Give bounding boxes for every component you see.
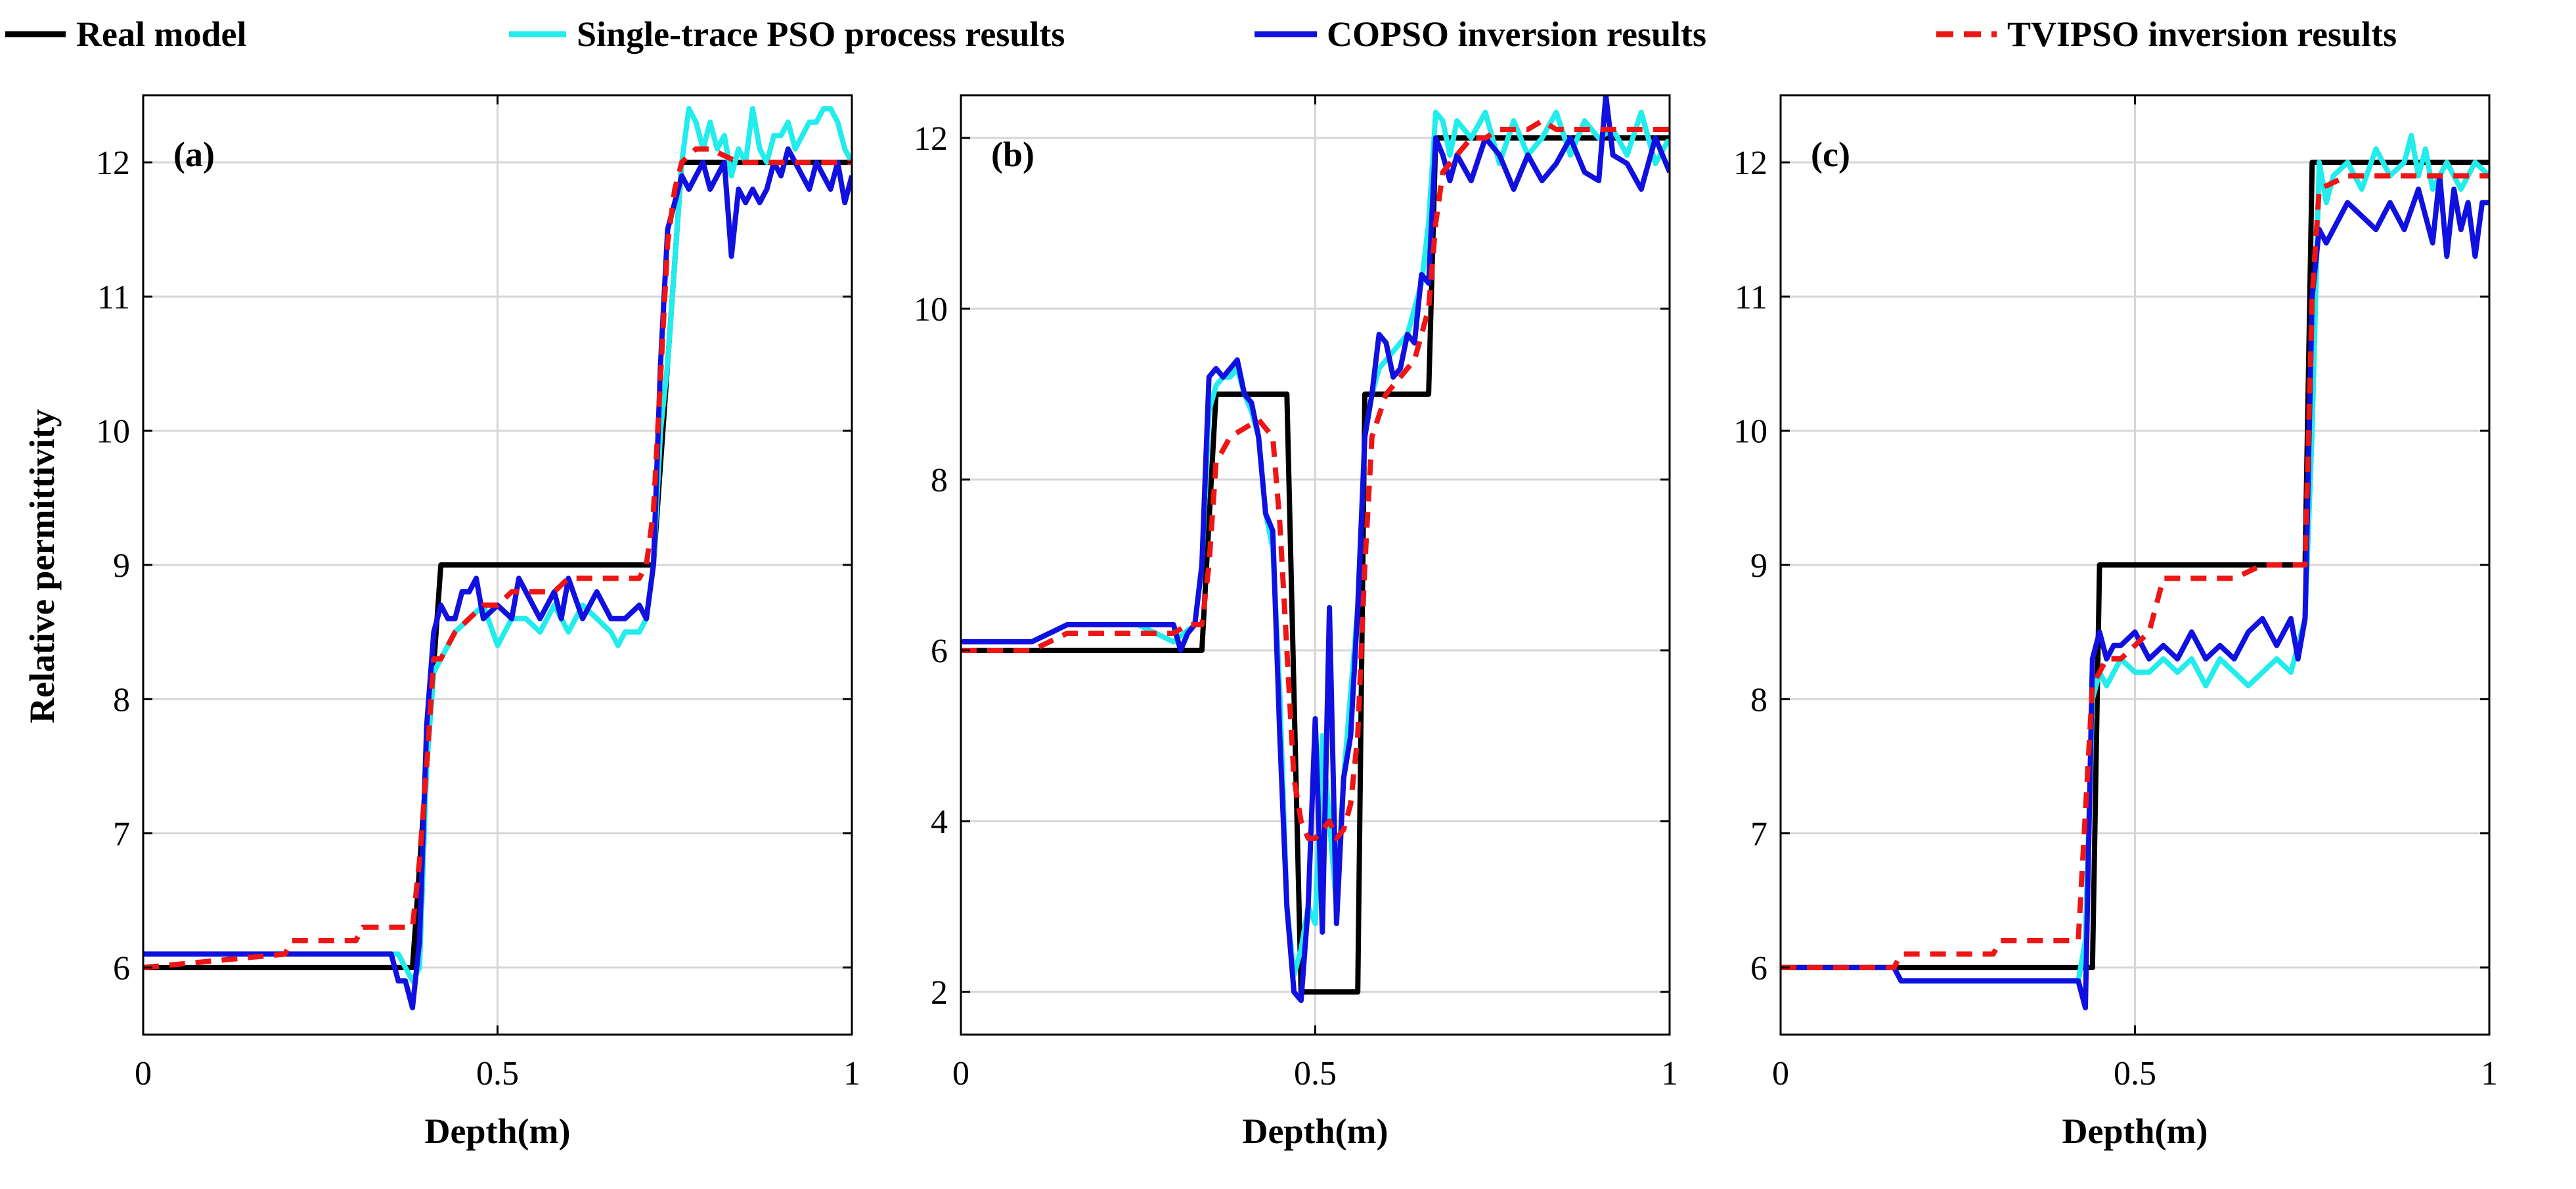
- y-tick-label: 6: [931, 633, 948, 670]
- legend-label: COPSO inversion results: [1327, 14, 1706, 54]
- legend-label: Single-trace PSO process results: [577, 14, 1065, 54]
- legend-entry: COPSO inversion results: [1255, 14, 1706, 54]
- panel-a: 6 7 8 9 10 11 12 0 0.5 1 Depth(m) (a): [96, 94, 860, 1151]
- legend-entry: Real model: [5, 14, 246, 54]
- series-line-copso-inversion-results: [1781, 173, 2489, 1011]
- y-tick-label: 2: [931, 974, 948, 1012]
- series-line-tvipso-inversion-results: [1781, 173, 2489, 970]
- series-line-tvipso-inversion-results: [143, 146, 852, 970]
- y-tick-label: 10: [1733, 413, 1767, 451]
- legend-entry: TVIPSO inversion results: [1936, 14, 2397, 54]
- y-tick-label: 4: [931, 803, 948, 841]
- y-tick-label: 10: [96, 413, 130, 451]
- y-tick-label: 12: [96, 145, 130, 182]
- x-tick-label: 0.5: [2114, 1055, 2156, 1092]
- x-tick-label: 0: [1772, 1055, 1789, 1092]
- y-tick-label: 8: [1750, 681, 1767, 719]
- y-tick-label: 10: [914, 291, 948, 328]
- x-tick-label: 1: [2481, 1055, 2498, 1092]
- series-group: [1781, 133, 2489, 1011]
- panel-label: (b): [991, 135, 1034, 174]
- x-tick-label: 0.5: [1294, 1055, 1337, 1092]
- y-tick-label: 12: [1733, 145, 1767, 182]
- legend-label: Real model: [76, 14, 246, 54]
- y-tick-label: 7: [113, 816, 130, 853]
- series-line-real-model: [1781, 160, 2489, 970]
- panel-label: (c): [1811, 135, 1850, 174]
- x-axis-label: Depth(m): [425, 1111, 571, 1151]
- series-line-copso-inversion-results: [961, 95, 1670, 1003]
- x-tick-label: 1: [1661, 1055, 1678, 1092]
- panel-b: 2 4 6 8 10 12 0 0.5 1 Depth(m) (b): [914, 94, 1678, 1151]
- series-line-tvipso-inversion-results: [961, 118, 1670, 841]
- series-line-real-model: [143, 160, 852, 970]
- x-tick-label: 0.5: [476, 1055, 519, 1092]
- x-axis-label: Depth(m): [2062, 1111, 2208, 1151]
- y-tick-label: 6: [1750, 950, 1767, 987]
- x-tick-label: 0: [135, 1055, 152, 1092]
- y-tick-label: 6: [113, 950, 130, 987]
- y-tick-label: 8: [113, 681, 130, 719]
- y-tick-label: 11: [97, 279, 130, 316]
- legend: Real model Single-trace PSO process resul…: [5, 14, 2397, 54]
- y-axis-label: Relative permittivity: [22, 409, 62, 723]
- legend-label: TVIPSO inversion results: [2007, 14, 2397, 54]
- series-group: [961, 95, 1670, 1003]
- series-line-copso-inversion-results: [143, 146, 852, 1011]
- x-axis-label: Depth(m): [1243, 1111, 1388, 1151]
- legend-entry: Single-trace PSO process results: [509, 14, 1065, 54]
- panel-label: (a): [173, 135, 215, 174]
- y-tick-label: 9: [1750, 547, 1767, 585]
- y-tick-label: 11: [1735, 279, 1767, 316]
- y-tick-label: 8: [931, 462, 948, 499]
- series-group: [143, 106, 852, 1011]
- y-tick-label: 9: [113, 547, 130, 585]
- x-tick-label: 0: [952, 1055, 969, 1092]
- y-tick-label: 7: [1750, 816, 1767, 853]
- panel-c: 6 7 8 9 10 11 12 0 0.5 1 Depth(m) (c): [1733, 94, 2498, 1151]
- y-tick-label: 12: [914, 120, 948, 158]
- x-tick-label: 1: [843, 1055, 860, 1092]
